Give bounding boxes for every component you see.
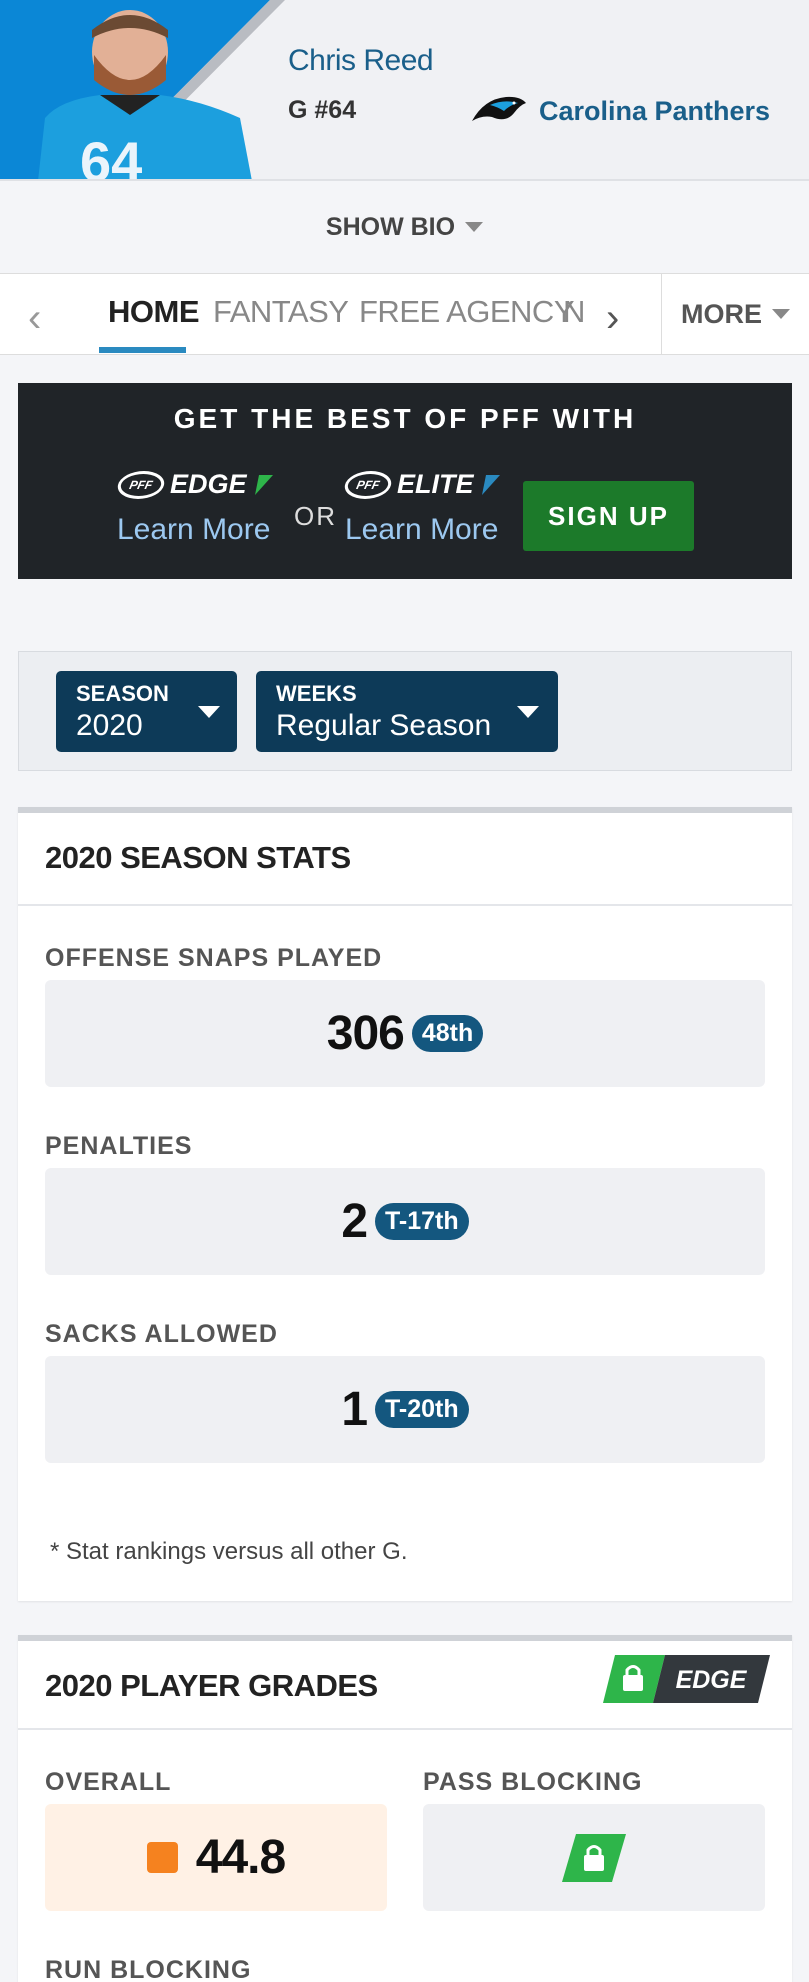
chevron-left-icon[interactable]: ‹ <box>28 296 42 340</box>
season-stats-card: 2020 SEASON STATS OFFENSE SNAPS PLAYED 3… <box>18 807 792 1601</box>
tab-fantasy[interactable]: FANTASY <box>213 294 349 329</box>
elite-flag-icon <box>481 474 500 495</box>
divider <box>18 904 792 906</box>
weeks-select-value: Regular Season <box>276 709 492 742</box>
tab-free-agency[interactable]: FREE AGENCY <box>359 294 575 329</box>
promo-title: GET THE BEST OF PFF WITH <box>173 403 637 434</box>
sign-up-button[interactable]: SIGN UP <box>523 481 694 551</box>
stat-box: 2 T-17th <box>45 1168 765 1275</box>
season-select[interactable]: SEASON 2020 <box>56 671 237 752</box>
caret-down-icon <box>517 706 539 718</box>
show-bio-label: SHOW BIO <box>325 212 456 241</box>
caret-down-icon <box>198 706 220 718</box>
season-stats-title: 2020 SEASON STATS <box>45 840 351 875</box>
player-photo: 64 <box>0 0 285 181</box>
divider <box>18 1728 792 1730</box>
overall-label: OVERALL <box>45 1768 172 1796</box>
pass-blocking-label: PASS BLOCKING <box>423 1768 643 1796</box>
edge-lock-badge[interactable]: EDGE <box>603 1655 770 1703</box>
pff-elite-logo: PFF ELITE <box>342 469 500 500</box>
overall-grade-box: 44.8 <box>45 1804 387 1911</box>
active-tab-indicator <box>99 347 186 353</box>
pff-edge-logo: PFF EDGE <box>115 469 273 500</box>
pff-logo-icon: PFF <box>115 470 167 499</box>
elite-label: ELITE <box>397 469 474 499</box>
stat-value: 306 <box>326 1007 405 1060</box>
rank-badge: 48th <box>411 1015 484 1052</box>
stat-label: OFFENSE SNAPS PLAYED <box>45 944 383 972</box>
weeks-select-label: WEEKS <box>276 681 357 706</box>
tab-bar: ‹ HOME FANTASY FREE AGENCY N › MORE <box>0 273 809 355</box>
tab-home[interactable]: HOME <box>108 294 200 329</box>
player-position: G #64 <box>288 96 357 124</box>
filters-bar: SEASON 2020 WEEKS Regular Season <box>18 651 792 771</box>
edge-flag-icon <box>254 474 273 495</box>
pass-blocking-grade-box[interactable] <box>423 1804 765 1911</box>
stat-label: PENALTIES <box>45 1132 193 1160</box>
player-name: Chris Reed <box>288 44 434 77</box>
stats-footnote: * Stat rankings versus all other G. <box>50 1538 408 1565</box>
stat-value: 2 <box>341 1195 368 1248</box>
stat-label: SACKS ALLOWED <box>45 1320 278 1348</box>
caret-down-icon <box>465 222 484 232</box>
edge-badge-label: EDGE <box>676 1666 748 1694</box>
pff-promo-banner: GET THE BEST OF PFF WITH PFF EDGE Learn … <box>18 383 792 579</box>
overall-grade-value: 44.8 <box>195 1831 286 1884</box>
pff-logo-icon: PFF <box>342 470 394 499</box>
more-label: MORE <box>681 298 762 329</box>
elite-learn-more-link[interactable]: Learn More <box>345 513 499 546</box>
grade-color-indicator <box>146 1842 178 1873</box>
player-grades-card: 2020 PLAYER GRADES EDGE OVERALL 44.8 PAS… <box>18 1635 792 1982</box>
player-header: 64 Chris Reed G #64 Carolina Panthers <box>0 0 809 181</box>
season-select-label: SEASON <box>76 681 169 706</box>
season-select-value: 2020 <box>76 709 143 742</box>
stat-box: 306 48th <box>45 980 765 1087</box>
run-blocking-label: RUN BLOCKING <box>45 1956 252 1982</box>
edge-learn-more-link[interactable]: Learn More <box>117 513 271 546</box>
promo-or: OR <box>294 501 337 531</box>
lock-icon <box>623 1675 643 1691</box>
chevron-right-icon[interactable]: › <box>606 296 620 340</box>
show-bio-toggle[interactable]: SHOW BIO <box>0 181 809 273</box>
team-name-link[interactable]: Carolina Panthers <box>539 96 771 126</box>
edge-label: EDGE <box>170 469 247 499</box>
stat-box: 1 T-20th <box>45 1356 765 1463</box>
rank-badge: T-20th <box>375 1391 469 1428</box>
tab-next-partial[interactable]: N <box>563 294 585 329</box>
weeks-select[interactable]: WEEKS Regular Season <box>256 671 558 752</box>
lock-icon <box>562 1833 626 1882</box>
player-grades-title: 2020 PLAYER GRADES <box>45 1668 378 1703</box>
stat-value: 1 <box>341 1383 368 1436</box>
panthers-logo-icon[interactable] <box>470 93 528 129</box>
more-menu-button[interactable]: MORE <box>661 274 809 354</box>
rank-badge: T-17th <box>375 1203 469 1240</box>
jersey-number: 64 <box>80 130 142 181</box>
caret-down-icon <box>772 309 790 319</box>
